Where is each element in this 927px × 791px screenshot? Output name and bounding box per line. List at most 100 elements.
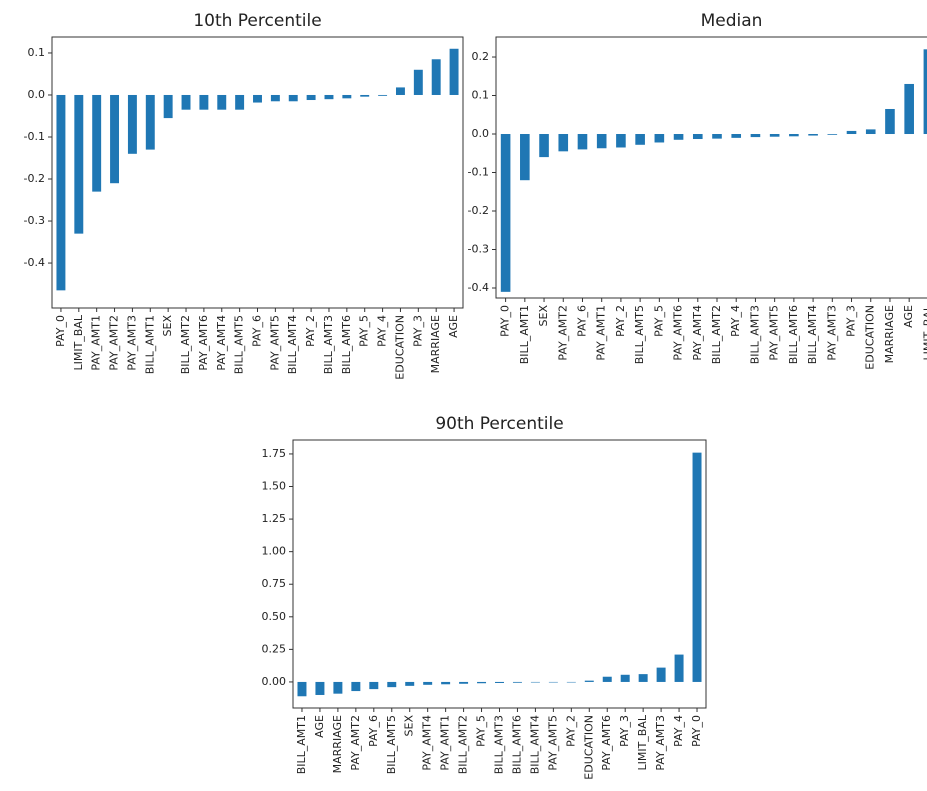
y-tick-label: -0.4 <box>468 281 489 294</box>
x-tick-label: EDUCATION <box>864 305 877 370</box>
bar <box>181 94 191 110</box>
x-tick-label: MARRIAGE <box>331 715 344 773</box>
x-tick-label: BILL_AMT5 <box>233 315 246 374</box>
y-tick-label: 0.0 <box>472 127 490 140</box>
x-tick-label: PAY_5 <box>358 315 371 347</box>
bar <box>145 94 155 150</box>
x-tick-label: LIMIT_BAL <box>636 714 649 770</box>
bar <box>520 134 530 181</box>
y-tick-label: 0.00 <box>262 675 287 688</box>
bar <box>769 134 780 137</box>
bar <box>449 48 459 95</box>
x-tick-label: BILL_AMT6 <box>787 305 800 364</box>
y-tick-label: 0.50 <box>262 610 287 623</box>
x-tick-label: BILL_AMT4 <box>806 305 819 364</box>
x-tick-label: PAY_AMT4 <box>215 315 228 371</box>
x-tick-label: PAY_0 <box>690 715 703 747</box>
bar <box>387 681 397 688</box>
bar <box>750 134 761 138</box>
x-tick-label: AGE <box>313 715 326 738</box>
x-tick-label: PAY_AMT1 <box>90 315 103 371</box>
y-tick-label: 0.1 <box>28 46 46 59</box>
x-tick-label: PAY_0 <box>54 315 67 347</box>
bar <box>431 59 441 95</box>
y-tick-label: 0.25 <box>262 642 287 655</box>
bar <box>369 681 379 690</box>
bar <box>306 94 316 101</box>
x-tick-label: MARRIAGE <box>429 315 442 373</box>
x-tick-label: AGE <box>902 305 915 328</box>
y-tick-label: 0.75 <box>262 577 287 590</box>
x-tick-label: PAY_AMT2 <box>556 305 569 361</box>
bar <box>405 681 415 686</box>
bar <box>638 674 648 682</box>
bar <box>253 94 262 103</box>
y-tick-label: -0.1 <box>24 130 45 143</box>
x-tick-label: BILL_AMT2 <box>457 715 470 774</box>
bar <box>333 681 343 694</box>
bar <box>110 94 120 184</box>
bar <box>74 94 84 234</box>
chart-title: Median <box>701 11 763 31</box>
bar <box>596 134 607 149</box>
x-tick-label: PAY_6 <box>251 315 264 347</box>
x-tick-label: LIMIT_BAL <box>72 314 85 370</box>
bar <box>602 676 612 682</box>
x-tick-label: PAY_AMT2 <box>349 715 362 771</box>
bar <box>865 129 876 135</box>
plot-frame <box>292 439 707 709</box>
x-tick-label: BILL_AMT6 <box>340 315 353 374</box>
x-tick-label: PAY_AMT2 <box>108 315 121 371</box>
bar <box>654 134 665 143</box>
bar <box>378 94 388 96</box>
bar <box>827 134 838 135</box>
bar <box>692 452 702 682</box>
x-tick-label: MARRIAGE <box>883 305 896 363</box>
bar <box>789 134 799 137</box>
bar <box>620 674 630 682</box>
bar <box>577 134 588 150</box>
bar <box>92 94 102 192</box>
bar <box>163 94 173 119</box>
x-tick-label: LIMIT_BAL <box>921 304 927 360</box>
x-tick-label: EDUCATION <box>582 715 595 780</box>
y-tick-label: -0.4 <box>24 256 45 269</box>
x-tick-label: PAY_AMT3 <box>125 315 138 371</box>
x-tick-label: BILL_AMT1 <box>295 715 308 774</box>
bar <box>288 94 298 102</box>
y-tick-label: 0.2 <box>472 50 490 63</box>
bar <box>656 667 666 682</box>
bar <box>712 134 722 139</box>
bar <box>846 130 857 135</box>
y-tick-label: 1.00 <box>262 545 287 558</box>
bar <box>512 681 522 683</box>
x-tick-label: PAY_2 <box>614 305 627 337</box>
bar <box>441 681 451 685</box>
y-tick-label: 0.0 <box>28 88 46 101</box>
y-tick-label: -0.3 <box>24 214 45 227</box>
bar <box>548 681 558 683</box>
bar <box>217 94 227 110</box>
bar <box>127 94 137 154</box>
bar <box>235 94 245 110</box>
bar <box>566 681 576 683</box>
x-tick-label: PAY_AMT6 <box>197 315 210 371</box>
bar <box>923 49 927 135</box>
bar <box>904 83 914 135</box>
bar <box>315 681 325 695</box>
x-tick-label: BILL_AMT5 <box>633 305 646 364</box>
y-tick-label: 0.1 <box>472 89 490 102</box>
x-tick-label: PAY_4 <box>729 305 742 337</box>
y-tick-label: -0.3 <box>468 242 489 255</box>
y-tick-label: 1.25 <box>262 512 287 525</box>
bar <box>558 134 569 152</box>
x-tick-label: BILL_AMT3 <box>748 305 761 364</box>
y-tick-label: -0.2 <box>24 172 45 185</box>
chart-title: 90th Percentile <box>435 414 563 434</box>
bar <box>584 680 594 682</box>
bar <box>539 134 549 158</box>
x-tick-label: PAY_3 <box>618 715 631 747</box>
x-tick-label: SEX <box>403 715 416 737</box>
x-tick-label: BILL_AMT3 <box>493 715 506 774</box>
